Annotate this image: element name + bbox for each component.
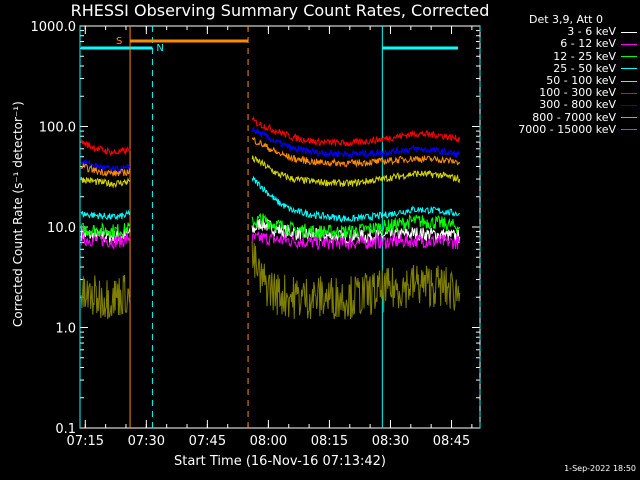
legend-swatch xyxy=(621,105,637,107)
y-tick-label: 0.1 xyxy=(55,422,76,437)
legend-entry: 6 - 12 keV xyxy=(480,38,638,50)
legend-entry: 100 - 300 keV xyxy=(480,87,638,99)
x-axis-label: Start Time (16-Nov-16 07:13:42) xyxy=(174,454,386,469)
legend-swatch xyxy=(621,80,637,82)
saa-label: S xyxy=(116,36,122,47)
legend-swatch xyxy=(621,92,637,94)
series-line xyxy=(80,274,131,320)
x-tick-label: 07:45 xyxy=(189,434,226,449)
series-line xyxy=(80,162,131,177)
series-line xyxy=(251,126,461,160)
series-line xyxy=(251,155,461,188)
legend-entry: 50 - 100 keV xyxy=(480,74,638,88)
legend-entry: 12 - 25 keV xyxy=(480,49,638,63)
series-line xyxy=(251,136,461,168)
series-line xyxy=(251,241,461,320)
series-50-100-kev xyxy=(80,155,461,189)
legend-header: Det 3,9, Att 0 xyxy=(529,13,603,26)
timestamp-footer: 1-Sep-2022 18:50 xyxy=(564,464,636,473)
legend-entry-label: 800 - 7000 keV xyxy=(532,110,616,124)
legend-entry-label: 50 - 100 keV xyxy=(546,74,616,88)
legend: Det 3,9, Att 0 3 - 6 keV 6 - 12 keV 12 - 2… xyxy=(480,13,638,136)
legend-swatch xyxy=(621,31,637,33)
legend-entry-label: 12 - 25 keV xyxy=(553,49,616,63)
y-tick-label: 100.0 xyxy=(39,121,76,136)
legend-entry: 3 - 6 keV xyxy=(480,25,638,39)
series-line xyxy=(251,175,460,223)
legend-entry: 300 - 800 keV xyxy=(480,99,638,111)
y-tick-label: 1000.0 xyxy=(31,20,77,35)
x-tick-label: 08:00 xyxy=(250,434,287,449)
legend-swatch xyxy=(621,44,637,45)
series-7000-15000-kev xyxy=(80,241,461,320)
x-tick-label: 08:45 xyxy=(433,434,470,449)
series-line xyxy=(80,227,131,243)
y-tick-label: 1.0 xyxy=(55,322,76,337)
y-axis-label: Corrected Count Rate (s⁻¹ detector⁻¹) xyxy=(11,101,25,327)
legend-entry-label: 100 - 300 keV xyxy=(539,86,616,100)
x-tick-label: 08:15 xyxy=(311,434,348,449)
x-tick-label: 07:15 xyxy=(67,434,104,449)
series-line xyxy=(251,212,461,239)
legend-swatch xyxy=(621,68,637,70)
series-line xyxy=(80,231,131,250)
series-line xyxy=(80,209,131,221)
series-line xyxy=(251,115,461,147)
series-800-7000-kev xyxy=(80,136,461,177)
legend-entry-label: 3 - 6 keV xyxy=(567,25,616,39)
series-100-300-kev xyxy=(80,115,461,157)
series-300-800-kev xyxy=(80,126,461,173)
series-12-25-kev xyxy=(80,212,461,239)
legend-entry: 7000 - 15000 keV xyxy=(480,122,638,136)
legend-entry-label: 7000 - 15000 keV xyxy=(518,122,616,136)
series-line xyxy=(251,231,461,251)
series-line xyxy=(80,222,131,238)
series-line xyxy=(80,176,131,189)
y-tick-label: 10.0 xyxy=(47,221,76,236)
legend-swatch xyxy=(621,117,637,119)
legend-entry: 800 - 7000 keV xyxy=(480,110,638,124)
night-label: N xyxy=(156,43,163,54)
legend-entry-label: 6 - 12 keV xyxy=(560,37,616,51)
series-25-50-kev xyxy=(80,175,460,223)
legend-swatch xyxy=(621,129,637,131)
legend-entry-label: 300 - 800 keV xyxy=(539,98,616,112)
legend-entry: 25 - 50 keV xyxy=(480,61,638,75)
legend-entry-label: 25 - 50 keV xyxy=(553,61,616,75)
series-line xyxy=(80,159,131,173)
x-tick-label: 07:30 xyxy=(128,434,165,449)
x-tick-label: 08:30 xyxy=(372,434,409,449)
series-line xyxy=(80,139,131,157)
legend-swatch xyxy=(621,56,637,58)
series-6-12-kev xyxy=(80,231,461,251)
chart-title: RHESSI Observing Summary Count Rates, Co… xyxy=(70,1,490,20)
